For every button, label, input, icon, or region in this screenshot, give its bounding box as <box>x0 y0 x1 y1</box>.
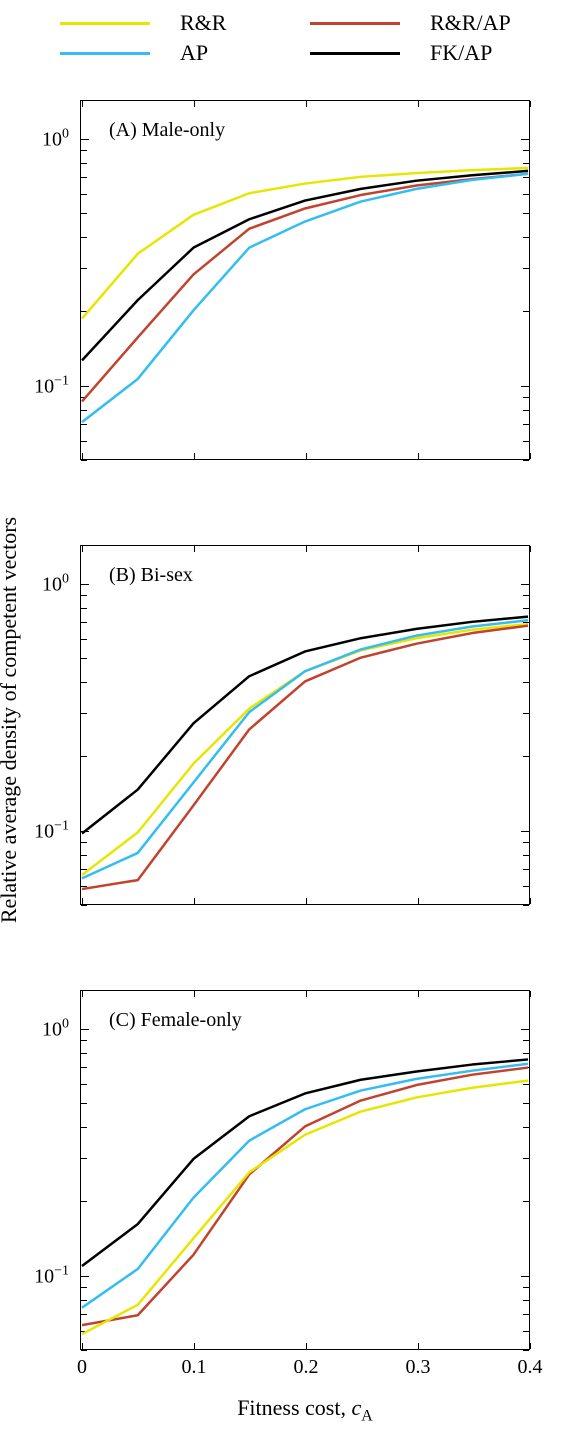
x-tick-label: 0.2 <box>294 1356 319 1379</box>
y-tick-minor <box>523 905 529 906</box>
y-tick-label: 100 <box>42 127 69 152</box>
x-tick-label: 0.3 <box>406 1356 431 1379</box>
y-axis-label: Relative average density of competent ve… <box>0 517 22 923</box>
x-tick-label: 0.1 <box>182 1356 207 1379</box>
x-tick-mark <box>530 453 531 459</box>
legend-item: R&R <box>60 10 226 36</box>
x-axis-label-sub: A <box>361 1407 373 1424</box>
legend-item: AP <box>60 40 208 66</box>
legend-label: R&R/AP <box>430 10 511 36</box>
series-line <box>82 626 528 889</box>
series-line <box>82 171 528 361</box>
y-tick-minor <box>81 905 87 906</box>
y-tick-label: 100 <box>42 1017 69 1042</box>
series-line <box>82 174 528 402</box>
plot-area <box>81 546 529 904</box>
series-line <box>82 168 528 319</box>
x-tick-mark <box>530 546 531 552</box>
x-tick-label: 0.4 <box>518 1356 543 1379</box>
panel-b: (B) Bi-sex10−1100 <box>80 545 530 905</box>
figure-container: R&R R&R/AP AP FK/AP Relative average densit… <box>0 0 572 1442</box>
series-line <box>82 1064 528 1308</box>
legend-item: R&R/AP <box>310 10 511 36</box>
series-line <box>82 620 528 878</box>
plot-area <box>81 991 529 1349</box>
y-tick-minor <box>81 1350 87 1351</box>
y-tick-minor <box>81 460 87 461</box>
x-tick-mark <box>530 898 531 904</box>
legend-line <box>310 52 400 55</box>
x-tick-mark <box>530 1343 531 1349</box>
x-axis-label: Fitness cost, cA <box>237 1395 373 1425</box>
series-line <box>82 617 528 834</box>
panel-a: (A) Male-only10−1100 <box>80 100 530 460</box>
plot-area <box>81 101 529 459</box>
y-tick-minor <box>523 1350 529 1351</box>
legend-item: FK/AP <box>310 40 492 66</box>
x-axis-label-text: Fitness cost, <box>237 1395 351 1420</box>
y-tick-label: 100 <box>42 572 69 597</box>
legend-label: AP <box>180 40 208 66</box>
panel-c: (C) Female-only10−110000.10.20.30.4 <box>80 990 530 1350</box>
legend-line <box>60 52 150 55</box>
series-line <box>82 1081 528 1334</box>
series-line <box>82 174 528 422</box>
x-tick-label: 0 <box>77 1356 87 1379</box>
legend-label: FK/AP <box>430 40 492 66</box>
legend-label: R&R <box>180 10 226 36</box>
x-tick-mark <box>530 991 531 997</box>
y-tick-label: 10−1 <box>34 373 69 398</box>
y-tick-label: 10−1 <box>34 818 69 843</box>
legend-line <box>310 22 400 25</box>
series-line <box>82 1068 528 1326</box>
y-tick-minor <box>523 460 529 461</box>
legend-line <box>60 22 150 25</box>
x-axis-label-symbol: c <box>351 1395 361 1420</box>
x-tick-mark <box>530 101 531 107</box>
legend: R&R R&R/AP AP FK/AP <box>60 10 550 70</box>
y-tick-label: 10−1 <box>34 1263 69 1288</box>
